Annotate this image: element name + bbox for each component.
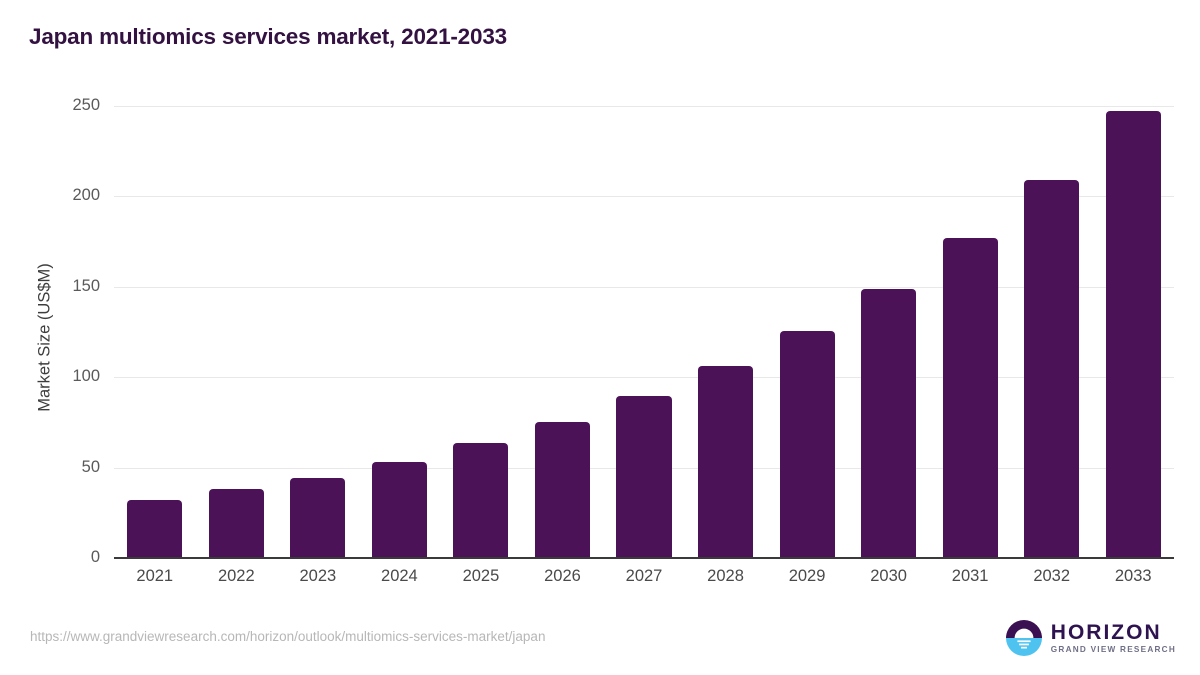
y-tick-label: 150 bbox=[72, 276, 100, 295]
y-tick-label: 250 bbox=[72, 96, 100, 114]
plot-area bbox=[114, 106, 1174, 558]
bar-2021[interactable] bbox=[127, 500, 183, 558]
x-tick-label-2027: 2027 bbox=[625, 567, 663, 585]
x-axis-line bbox=[114, 557, 1174, 559]
gridline-200 bbox=[114, 196, 1174, 198]
y-axis-title: Market Size (US$M) bbox=[35, 263, 54, 412]
x-tick-label-2022: 2022 bbox=[217, 567, 255, 585]
x-tick-label-2024: 2024 bbox=[381, 567, 418, 585]
x-tick-label-2028: 2028 bbox=[707, 567, 744, 585]
horizon-logo-icon bbox=[1005, 620, 1042, 656]
x-tick-label-2031: 2031 bbox=[951, 567, 989, 585]
bar-2030[interactable] bbox=[861, 288, 917, 558]
gridline-150 bbox=[114, 286, 1174, 288]
bar-2028[interactable] bbox=[698, 366, 754, 558]
logo-text: HORIZON GRAND VIEW RESEARCH bbox=[1051, 622, 1176, 654]
bar-2033[interactable] bbox=[1105, 111, 1161, 558]
bar-2022[interactable] bbox=[208, 489, 264, 558]
x-tick-label-2023: 2023 bbox=[299, 567, 337, 585]
x-tick-label-2030: 2030 bbox=[870, 567, 907, 585]
horizon-logo[interactable]: HORIZON GRAND VIEW RESEARCH bbox=[1005, 618, 1176, 658]
logo-tagline: GRAND VIEW RESEARCH bbox=[1050, 644, 1176, 654]
x-tick-label-2033: 2033 bbox=[1114, 567, 1152, 585]
bar-2031[interactable] bbox=[942, 237, 998, 558]
y-tick-label: 50 bbox=[81, 457, 100, 476]
x-tick-label-2032: 2032 bbox=[1033, 567, 1071, 585]
logo-wordmark: HORIZON bbox=[1050, 620, 1162, 644]
bar-2027[interactable] bbox=[616, 396, 672, 558]
bar-2026[interactable] bbox=[534, 422, 590, 558]
bar-2029[interactable] bbox=[779, 331, 835, 558]
source-url[interactable]: https://www.grandviewresearch.com/horizo… bbox=[30, 629, 546, 644]
gridline-250 bbox=[114, 106, 1174, 107]
page-title: Japan multiomics services market, 2021-2… bbox=[29, 24, 507, 49]
bar-2025[interactable] bbox=[453, 443, 509, 558]
bar-2024[interactable] bbox=[371, 462, 427, 558]
bar-2032[interactable] bbox=[1024, 180, 1080, 558]
x-tick-label-2025: 2025 bbox=[462, 567, 500, 585]
x-tick-label-2026: 2026 bbox=[544, 567, 581, 585]
bar-2023[interactable] bbox=[290, 478, 346, 558]
gridline-100 bbox=[114, 377, 1174, 379]
x-tick-label-2029: 2029 bbox=[788, 567, 826, 585]
y-tick-label: 0 bbox=[90, 548, 100, 566]
y-tick-label: 200 bbox=[72, 186, 100, 205]
x-tick-label-2021: 2021 bbox=[136, 567, 174, 585]
y-tick-label: 100 bbox=[72, 367, 100, 386]
